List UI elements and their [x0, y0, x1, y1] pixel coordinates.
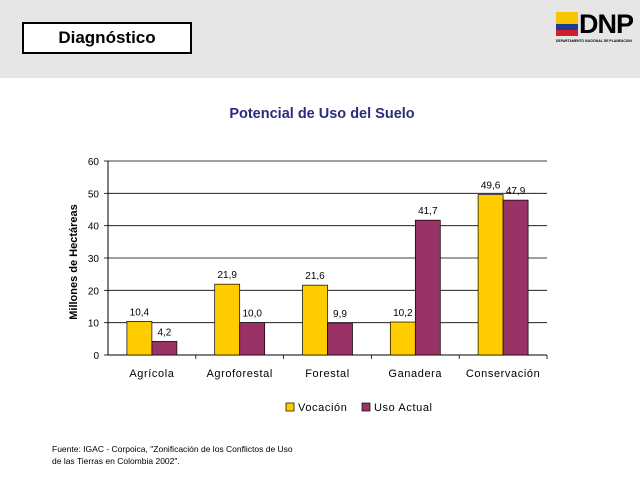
- source-line-1: Fuente: IGAC - Corpoica, "Zonificación d…: [52, 444, 293, 454]
- source-note: Fuente: IGAC - Corpoica, "Zonificación d…: [52, 443, 322, 467]
- y-tick-label: 60: [88, 157, 100, 168]
- page-title: Diagnóstico: [22, 22, 192, 54]
- x-tick-label: Ganadera: [388, 368, 442, 380]
- legend-label: Uso Actual: [374, 402, 433, 414]
- data-label: 10,2: [393, 308, 413, 319]
- data-label: 10,4: [130, 307, 150, 318]
- data-label: 4,2: [157, 327, 171, 338]
- bars: [126, 194, 529, 356]
- legend-swatch: [285, 402, 295, 412]
- bar: [477, 194, 504, 356]
- y-tick-label: 20: [88, 286, 100, 297]
- data-label: 21,9: [217, 270, 237, 281]
- bar: [302, 284, 328, 356]
- logo-text: DNP: [579, 9, 634, 39]
- bar: [502, 199, 529, 356]
- data-label: 47,9: [506, 186, 526, 197]
- gridlines: [108, 160, 547, 324]
- dnp-logo: DNP DEPARTAMENTO NACIONAL DE PLANEACION: [556, 9, 636, 44]
- logo-subtitle: DEPARTAMENTO NACIONAL DE PLANEACION: [556, 39, 632, 43]
- tick-labels: 0 10 20 30 40 50 60 Agrícola Agroforestal Foresta…: [88, 157, 540, 380]
- chart-title: Potencial de Uso del Suelo: [229, 106, 415, 122]
- bar: [414, 219, 441, 356]
- y-tick-label: 30: [88, 254, 100, 265]
- bar: [389, 321, 416, 356]
- x-tick-label: Forestal: [305, 368, 350, 380]
- bar: [214, 283, 241, 356]
- source-line-2: de las Tierras en Colombia 2002".: [52, 456, 180, 466]
- x-tick-label: Conservación: [466, 368, 540, 380]
- bar: [327, 322, 353, 356]
- bar: [239, 322, 266, 356]
- bar: [126, 321, 153, 356]
- x-tick-label: Agroforestal: [206, 368, 273, 380]
- data-labels: 10,4 4,2 21,9 10,0 21,6 9,9 10,2 41,7 49,6 47,9: [130, 181, 526, 339]
- y-tick-label: 40: [88, 222, 100, 233]
- legend-label: Vocación: [298, 402, 347, 414]
- data-label: 21,6: [305, 271, 325, 282]
- legend-swatch: [361, 402, 371, 412]
- x-tick-label: Agrícola: [129, 368, 174, 380]
- legend: Vocación Uso Actual: [285, 402, 433, 414]
- y-tick-label: 50: [88, 189, 100, 200]
- header-bar: Diagnóstico DNP DEPARTAMENTO NACIONAL DE…: [0, 0, 640, 78]
- data-label: 10,0: [242, 309, 262, 320]
- data-label: 41,7: [418, 206, 438, 217]
- colombia-flag-icon: [556, 12, 578, 36]
- data-label: 9,9: [333, 309, 347, 320]
- data-label: 49,6: [481, 181, 501, 192]
- bar: [151, 341, 178, 356]
- y-tick-label: 10: [88, 319, 100, 330]
- y-tick-label: 0: [93, 351, 99, 362]
- y-axis-label: Millones de Hectáreas: [68, 204, 80, 320]
